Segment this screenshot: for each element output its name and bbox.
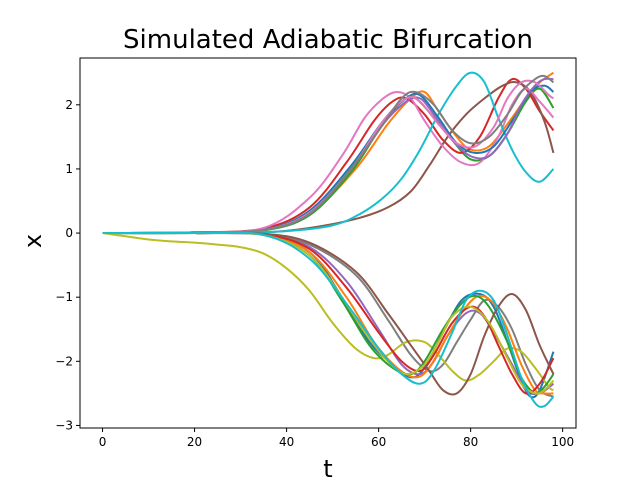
x-tick-label: 20 bbox=[187, 435, 202, 449]
series-line-20 bbox=[102, 231, 555, 408]
x-tick-label: 100 bbox=[551, 435, 574, 449]
chart-title: Simulated Adiabatic Bifurcation bbox=[123, 25, 533, 55]
plot-area bbox=[102, 71, 555, 408]
x-axis-label: t bbox=[323, 455, 332, 480]
series-line-18 bbox=[102, 74, 555, 235]
series-line-16 bbox=[102, 231, 555, 396]
x-tick-label: 0 bbox=[99, 435, 107, 449]
x-tick-label: 40 bbox=[279, 435, 294, 449]
y-tick-label: −1 bbox=[55, 290, 73, 304]
plot-frame bbox=[79, 57, 577, 429]
x-tick-label: 60 bbox=[371, 435, 386, 449]
series-line-10 bbox=[102, 71, 555, 235]
x-tick-label: 80 bbox=[463, 435, 478, 449]
series-line-8 bbox=[102, 231, 554, 398]
y-axis-label: x bbox=[19, 234, 47, 248]
y-tick-label: −3 bbox=[55, 418, 73, 432]
y-tick-label: 1 bbox=[65, 162, 73, 176]
y-tick-label: 2 bbox=[65, 98, 73, 112]
series-line-14 bbox=[102, 231, 555, 395]
series-line-4 bbox=[102, 77, 555, 235]
series-line-7 bbox=[102, 87, 555, 235]
y-tick-label: −2 bbox=[55, 354, 73, 368]
series-line-12 bbox=[102, 231, 554, 395]
axis-ticks: 0 20 40 60 80 100 −3 −2 −1 0 1 2 bbox=[55, 98, 574, 449]
series-line-19 bbox=[102, 231, 555, 395]
y-tick-label: 0 bbox=[65, 226, 73, 240]
